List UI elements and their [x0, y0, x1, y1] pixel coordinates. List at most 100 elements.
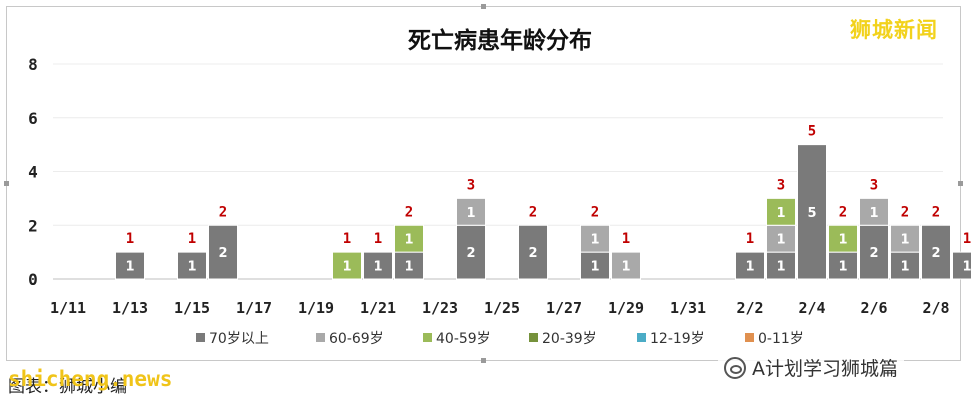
- segment-value-label: 1: [404, 260, 413, 275]
- segment-value-label: 1: [373, 260, 382, 275]
- bar-segment: [363, 251, 393, 280]
- resize-handle-top[interactable]: [481, 4, 486, 9]
- x-tick-label: 1/27: [546, 299, 582, 317]
- legend-swatch: [196, 333, 205, 342]
- segment-value-label: 1: [590, 260, 599, 275]
- total-label: 1: [343, 231, 351, 247]
- segment-value-label: 1: [621, 260, 630, 275]
- bar-segment: [394, 224, 424, 253]
- legend-label: 0-11岁: [758, 331, 804, 347]
- bar-segment: [952, 251, 971, 280]
- bar-segment: [766, 197, 796, 226]
- bar-segment: [890, 224, 920, 253]
- segment-value-label: 2: [869, 246, 878, 261]
- x-tick-label: 1/23: [422, 299, 458, 317]
- resize-handle-left[interactable]: [4, 181, 9, 186]
- segment-value-label: 5: [807, 206, 816, 221]
- bar-segment: [766, 224, 796, 253]
- segment-value-label: 1: [776, 233, 785, 248]
- account-name: A计划学习狮城篇: [752, 358, 898, 380]
- segment-value-label: 1: [869, 206, 878, 221]
- bar-segment: [797, 144, 827, 280]
- segment-value-label: 1: [776, 260, 785, 275]
- legend-label: 60-69岁: [329, 331, 384, 347]
- source-caption: 图表：狮城小编: [8, 377, 127, 397]
- account-watermark: A计划学习狮城篇: [718, 352, 904, 383]
- total-label: 2: [219, 204, 227, 220]
- x-tick-label: 1/25: [484, 299, 520, 317]
- bar-segment: [828, 224, 858, 253]
- total-label: 2: [591, 204, 599, 220]
- segment-value-label: 2: [931, 246, 940, 261]
- legend-swatch: [529, 333, 538, 342]
- legend-label: 12-19岁: [650, 331, 705, 347]
- bar-segment: [580, 224, 610, 253]
- total-label: 1: [126, 231, 134, 247]
- x-tick-label: 1/15: [174, 299, 210, 317]
- legend-swatch: [745, 333, 754, 342]
- segment-value-label: 1: [900, 260, 909, 275]
- segment-value-label: 1: [838, 233, 847, 248]
- resize-handle-right[interactable]: [958, 181, 963, 186]
- segment-value-label: 1: [745, 260, 754, 275]
- total-label: 1: [374, 231, 382, 247]
- x-tick-label: 1/13: [112, 299, 148, 317]
- total-label: 2: [901, 204, 909, 220]
- bar-segment: [177, 251, 207, 280]
- bar-segment: [735, 251, 765, 280]
- bar-segment: [828, 251, 858, 280]
- legend-label: 40-59岁: [436, 331, 491, 347]
- bar-segment: [115, 251, 145, 280]
- total-label: 2: [839, 204, 847, 220]
- segment-value-label: 1: [776, 206, 785, 221]
- x-tick-label: 1/19: [298, 299, 334, 317]
- bar-segment: [890, 251, 920, 280]
- bar-segment: [859, 224, 889, 280]
- segment-value-label: 1: [590, 233, 599, 248]
- bar-segment: [921, 224, 951, 280]
- bar-segment: [394, 251, 424, 280]
- resize-handle-bottom[interactable]: [481, 358, 486, 363]
- segment-value-label: 2: [466, 246, 475, 261]
- bar-segment: [518, 224, 548, 280]
- bars: 1 1 1 1 2 2 1 1 1 1 1 1 2 2 1 3 2 2 1 1 2 1 1 1 1 1 1 1 3 5 5 1 1 2 2 1 3 1 1 2…: [115, 124, 971, 280]
- legend: 70岁以上 60-69岁 40-59岁 20-39岁 12-19岁 0-11岁: [196, 331, 804, 347]
- wechat-icon: [724, 356, 746, 379]
- legend-swatch: [637, 333, 646, 342]
- legend-label: 70岁以上: [209, 331, 269, 347]
- bar-segment: [611, 251, 641, 280]
- total-label: 5: [808, 124, 816, 140]
- total-label: 3: [777, 177, 785, 193]
- x-tick-label: 2/2: [736, 299, 763, 317]
- bar-segment: [580, 251, 610, 280]
- x-tick-label: 2/6: [860, 299, 887, 317]
- chart-title: 死亡病患年龄分布: [408, 27, 592, 54]
- segment-value-label: 1: [838, 260, 847, 275]
- bar-segment: [332, 251, 362, 280]
- segment-value-label: 2: [218, 246, 227, 261]
- x-axis: 1/11 1/13 1/15 1/17 1/19 1/21 1/23 1/25 1/27 1/29…: [50, 299, 950, 317]
- bar-segment: [208, 224, 238, 280]
- bar-segment: [456, 197, 486, 226]
- total-label: 2: [405, 204, 413, 220]
- x-tick-label: 1/17: [236, 299, 272, 317]
- legend-label: 20-39岁: [542, 331, 597, 347]
- bar-segment: [859, 197, 889, 226]
- x-tick-label: 1/29: [608, 299, 644, 317]
- y-tick-label: 8: [28, 55, 38, 74]
- segment-value-label: 1: [900, 233, 909, 248]
- legend-swatch: [423, 333, 432, 342]
- y-tick-label: 2: [28, 216, 38, 235]
- total-label: 1: [188, 231, 196, 247]
- segment-value-label: 1: [125, 260, 134, 275]
- segment-value-label: 1: [404, 233, 413, 248]
- segment-value-label: 2: [528, 246, 537, 261]
- total-label: 1: [622, 231, 630, 247]
- segment-value-label: 1: [187, 260, 196, 275]
- x-tick-label: 1/31: [670, 299, 706, 317]
- news-watermark: shicheng.news: [8, 367, 173, 391]
- watermark-logo: 狮城新闻: [850, 18, 938, 42]
- x-tick-label: 2/8: [922, 299, 949, 317]
- segment-value-label: 1: [342, 260, 351, 275]
